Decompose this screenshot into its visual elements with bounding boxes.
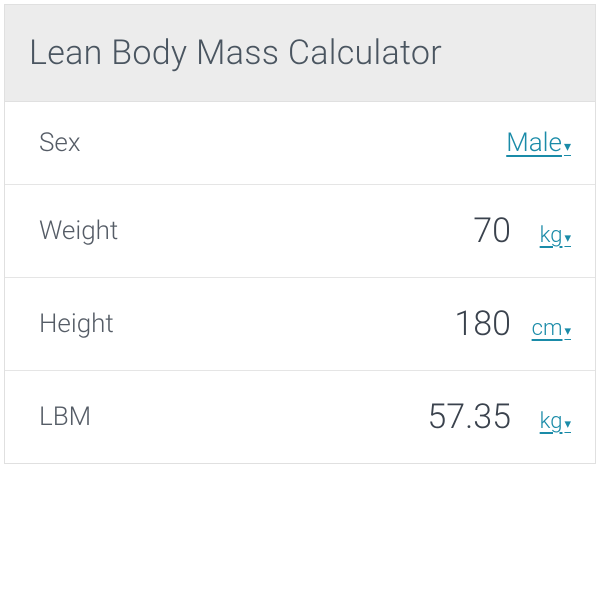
- sex-row: Sex Male ▾: [5, 102, 595, 185]
- weight-input[interactable]: 70: [473, 211, 511, 251]
- sex-dropdown[interactable]: Male ▾: [506, 128, 571, 158]
- weight-value-group: 70 kg ▾: [473, 211, 571, 251]
- weight-unit: kg: [540, 223, 563, 248]
- page-title: Lean Body Mass Calculator: [29, 33, 571, 73]
- height-unit-dropdown[interactable]: cm ▾: [519, 316, 571, 341]
- lbm-unit-dropdown[interactable]: kg ▾: [519, 409, 571, 434]
- height-value-group: 180 cm ▾: [454, 304, 571, 344]
- lbm-row: LBM 57.35 kg ▾: [5, 371, 595, 463]
- height-row: Height 180 cm ▾: [5, 278, 595, 371]
- chevron-down-icon: ▾: [564, 231, 571, 246]
- lbm-label: LBM: [39, 402, 91, 432]
- lbm-value: 57.35: [427, 397, 511, 437]
- sex-label: Sex: [39, 128, 81, 158]
- sex-value-group: Male ▾: [506, 128, 571, 158]
- weight-unit-dropdown[interactable]: kg ▾: [519, 223, 571, 248]
- chevron-down-icon: ▾: [564, 417, 571, 432]
- weight-row: Weight 70 kg ▾: [5, 185, 595, 278]
- chevron-down-icon: ▾: [564, 139, 571, 155]
- height-input[interactable]: 180: [454, 304, 511, 344]
- lbm-unit: kg: [540, 409, 563, 434]
- chevron-down-icon: ▾: [564, 324, 571, 339]
- height-unit: cm: [532, 316, 563, 341]
- lbm-value-group: 57.35 kg ▾: [427, 397, 571, 437]
- height-label: Height: [39, 309, 114, 339]
- calculator-header: Lean Body Mass Calculator: [5, 5, 595, 102]
- weight-label: Weight: [39, 216, 118, 246]
- calculator-panel: Lean Body Mass Calculator Sex Male ▾ Wei…: [4, 4, 596, 464]
- sex-selected: Male: [506, 128, 562, 158]
